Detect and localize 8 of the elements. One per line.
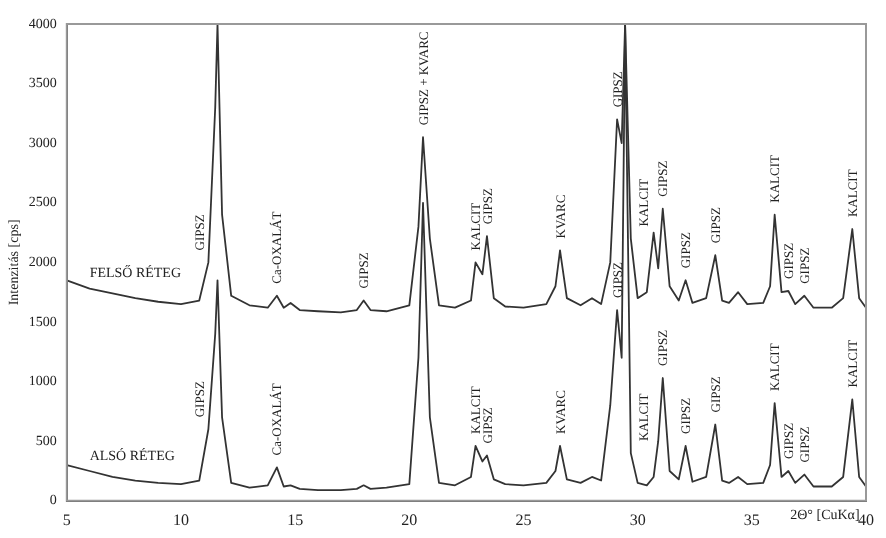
x-tick-label: 5 xyxy=(62,510,71,529)
x-tick-label: 15 xyxy=(287,510,304,529)
x-tick-label: 30 xyxy=(629,510,646,529)
x-tick-label: 10 xyxy=(172,510,189,529)
x-tick-label: 40 xyxy=(858,510,874,529)
x-tick-label: 25 xyxy=(515,510,532,529)
x-tick-label: 35 xyxy=(743,510,760,529)
x-tick-label: 20 xyxy=(401,510,418,529)
